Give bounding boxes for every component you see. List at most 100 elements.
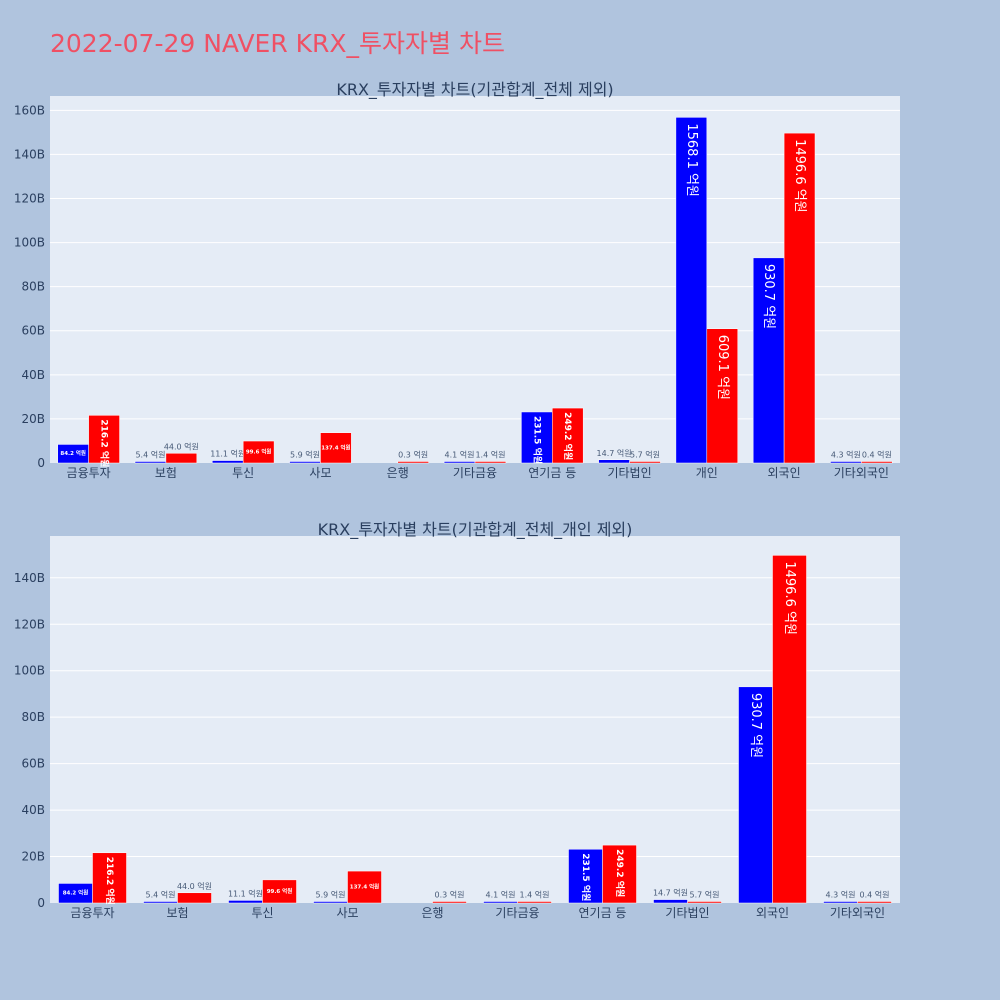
data-label: 1496.6 억원 [782,561,797,635]
bar [347,870,382,904]
x-tick-label: 기타법인 [607,466,651,480]
x-tick-label: 투신 [232,466,254,480]
y-tick-label: 80B [21,280,45,294]
x-tick-label: 금융투자 [70,906,114,920]
y-tick-label: 140B [14,147,45,161]
bar [738,686,773,904]
bar [772,555,807,904]
data-label: 0.4 억원 [860,890,890,900]
x-tick-label: 사모 [336,906,358,920]
bar [830,461,862,464]
x-tick-label: 외국인 [768,466,801,480]
data-label: 1.4 억원 [475,450,505,460]
bar [629,461,661,464]
y-tick-label: 0 [37,456,45,470]
data-label: 609.1 억원 [715,335,730,400]
data-label: 249.2 억원 [562,412,574,460]
y-tick-label: 60B [21,324,45,338]
page-title: 2022-07-29 NAVER KRX_투자자별 차트 [50,29,505,58]
data-label: 0.3 억원 [398,450,428,460]
x-tick-label: 기타금융 [453,466,497,480]
x-tick-label: 은행 [421,905,443,920]
y-tick-label: 100B [14,664,45,678]
bar [397,461,429,464]
y-tick-label: 40B [21,368,45,382]
bar [857,901,892,904]
data-label: 930.7 억원 [748,693,763,758]
bar [320,432,352,464]
x-tick-label: 연기금 등 [528,466,576,480]
x-tick-label: 사모 [309,466,331,480]
bar [861,461,893,464]
bar [212,460,244,464]
bar [598,459,630,464]
y-tick-label: 120B [14,617,45,631]
data-label: 4.1 억원 [445,450,475,460]
y-tick-label: 140B [14,571,45,585]
data-label: 5.7 억원 [630,450,660,460]
data-label: 1568.1 억원 [684,123,699,197]
data-label: 216.2 억원 [104,857,116,905]
data-label: 5.9 억원 [290,450,320,460]
bar [177,892,212,904]
bar [521,411,553,464]
data-label: 231.5 억원 [580,853,592,901]
data-label: 5.4 억원 [146,890,176,900]
bar [262,879,297,904]
data-label: 137.4 억원 [350,883,379,891]
data-label: 0.3 억원 [435,890,465,900]
bar [602,844,637,904]
y-tick-label: 120B [14,191,45,205]
bar [675,117,708,464]
data-label: 216.2 억원 [99,419,111,467]
data-label: 14.7 억원 [653,888,688,898]
bar [242,440,275,464]
bar [552,407,584,464]
bar [165,453,198,464]
chart-title: KRX_투자자별 차트(기관합계_전체 제외) [336,80,613,100]
data-label: 84.2 억원 [60,449,86,457]
bar [706,328,738,464]
y-tick-label: 160B [14,103,45,117]
x-tick-label: 기타외국인 [830,906,885,920]
data-label: 231.5 억원 [531,416,543,464]
data-label: 930.7 억원 [761,264,776,329]
data-label: 5.9 억원 [316,890,346,900]
y-tick-label: 60B [21,757,45,771]
x-tick-label: 외국인 [756,906,789,920]
data-label: 14.7 억원 [597,448,632,458]
chart-title: KRX_투자자별 차트(기관합계_전체_개인 제외) [318,520,633,540]
data-label: 0.4 억원 [862,450,892,460]
y-tick-label: 20B [21,850,45,864]
bar [653,899,688,904]
x-tick-label: 기타법인 [665,906,709,920]
data-label: 5.7 억원 [690,890,720,900]
bar [568,848,603,904]
bar [134,461,167,464]
bar [687,901,722,904]
data-label: 99.6 억원 [267,887,293,895]
x-tick-label: 개인 [696,466,718,480]
bar [432,901,467,904]
bar [752,257,785,464]
bar [474,461,507,464]
data-label: 4.3 억원 [831,450,861,460]
bar [289,461,321,464]
bar [517,901,552,904]
bar [783,132,816,464]
bar [443,461,476,464]
x-tick-label: 기타금융 [495,906,539,920]
bar [88,415,120,464]
data-label: 249.2 억원 [614,849,626,897]
data-label: 84.2 억원 [63,889,89,897]
x-tick-label: 투신 [251,906,273,920]
data-label: 11.1 억원 [210,449,245,459]
data-label: 4.3 억원 [826,890,856,900]
data-label: 5.4 억원 [135,450,165,460]
y-tick-label: 20B [21,412,45,426]
y-tick-label: 40B [21,803,45,817]
data-label: 1496.6 억원 [792,139,807,213]
data-label: 1.4 억원 [520,890,550,900]
y-tick-label: 100B [14,236,45,250]
